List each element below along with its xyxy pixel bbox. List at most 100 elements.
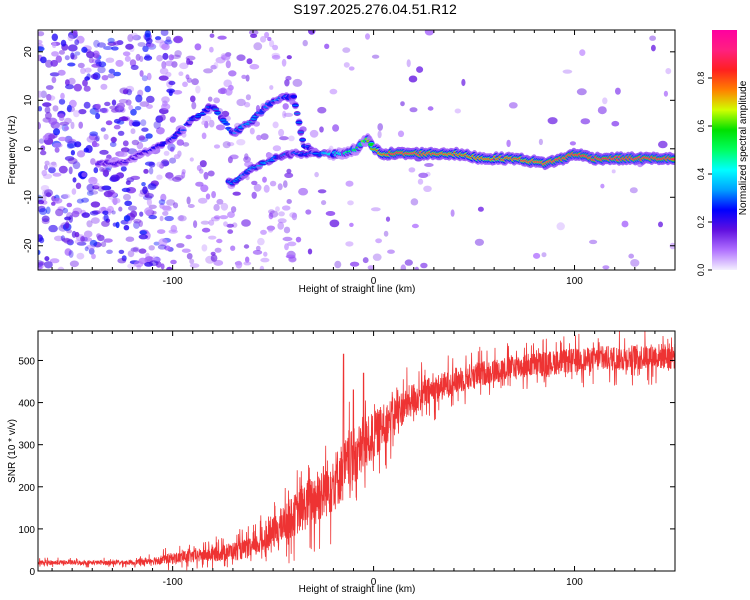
heatmap-cell [208,219,215,226]
heatmap-cell [54,147,60,153]
heatmap-cell [377,123,384,131]
heatmap-cell [288,256,297,263]
heatmap-cell [164,215,174,222]
heatmap-cell [533,252,541,259]
heatmap-cell [191,78,199,86]
heatmap-cell [615,87,621,95]
heatmap-cell [670,158,675,160]
heatmap-cell [243,244,250,249]
heatmap-cell [83,85,91,92]
spectrogram-heatmap [38,30,675,270]
heatmap-cell [286,168,292,174]
heatmap-cell [133,221,140,229]
heatmap-cell [101,220,110,227]
heatmap-cell [203,68,214,74]
heatmap-cell [245,74,250,82]
heatmap-cell [292,78,303,87]
heatmap-cell [450,209,455,217]
heatmap-cell [76,198,84,204]
heatmap-cell [83,230,93,238]
heatmap-cell [349,261,360,267]
heatmap-cell [124,200,133,206]
heatmap-cell [362,257,369,264]
heatmap-cell [46,93,52,101]
heatmap-cell [227,229,234,234]
heatmap-cell [116,102,126,109]
heatmap-cell [579,49,586,56]
heatmap-cell [295,236,302,243]
heatmap-cell [209,46,214,53]
heatmap-cell [104,101,111,107]
heatmap-cell [284,172,294,178]
heatmap-cell [332,124,340,132]
heatmap-cell [385,216,391,222]
heatmap-cell [120,166,127,172]
heatmap-cell [137,42,146,47]
heatmap-cell [103,214,109,222]
spectrogram-ytick-label: -10 [23,190,34,205]
heatmap-cell [215,124,226,131]
heatmap-cell [142,186,148,195]
colorbar-tick-label: 0.2 [696,216,706,229]
heatmap-cell [260,229,267,235]
heatmap-cell [182,81,188,88]
heatmap-cell [288,135,295,142]
heatmap-cell [427,106,434,111]
heatmap-cell [134,106,142,111]
heatmap-cell [111,210,116,215]
heatmap-cell [86,73,91,80]
heatmap-cell [77,62,85,69]
heatmap-cell [49,72,60,77]
heatmap-cell [147,183,157,191]
heatmap-cell [65,84,74,90]
heatmap-cell [48,162,58,169]
heatmap-cell [113,71,121,77]
heatmap-cell [82,79,88,87]
heatmap-cell [48,166,56,174]
heatmap-cell [312,152,320,155]
heatmap-cell [321,200,327,206]
heatmap-cell [611,120,620,127]
heatmap-cell [138,192,145,197]
heatmap-cell [172,176,182,182]
heatmap-cell [111,99,117,106]
heatmap-cell [138,234,148,240]
heatmap-cell [135,94,143,103]
heatmap-cell [207,170,215,177]
heatmap-cell [264,31,270,39]
heatmap-cell [84,76,90,81]
heatmap-cell [42,135,49,141]
heatmap-cell [130,128,136,135]
heatmap-cell [66,104,72,113]
heatmap-cell [130,210,138,218]
heatmap-cell [569,141,577,146]
heatmap-cell [38,138,45,144]
snr-ylabel: SNR (10 * v/v) [7,419,18,483]
heatmap-cell [663,90,669,97]
heatmap-cell [178,71,184,76]
heatmap-cell [145,252,150,260]
heatmap-cell [132,246,140,253]
heatmap-cell [226,223,234,228]
heatmap-cell [165,60,174,67]
heatmap-cell [163,150,170,156]
heatmap-cell [64,55,70,61]
heatmap-cell [139,55,144,63]
heatmap-cell [58,98,66,105]
heatmap-cell [95,59,101,65]
heatmap-cell [267,36,272,42]
heatmap-cell [118,151,128,158]
heatmap-cell [263,184,270,193]
colorbar-tick-label: 0.4 [696,168,706,181]
heatmap-cell [66,138,75,144]
heatmap-cell [143,168,149,174]
heatmap-cell [130,247,139,252]
heatmap-cell [38,249,41,255]
heatmap-cell [201,120,206,125]
heatmap-cell [225,60,231,69]
heatmap-cell [156,174,163,180]
heatmap-cell [65,79,70,86]
heatmap-cell [61,237,71,243]
heatmap-cell [324,43,330,49]
heatmap-cell [118,206,123,212]
